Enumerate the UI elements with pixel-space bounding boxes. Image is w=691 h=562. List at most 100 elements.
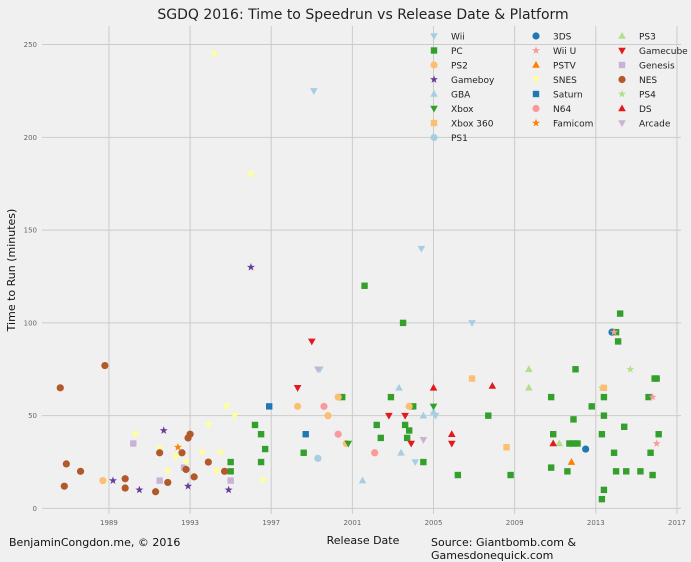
y-tick-label: 0 bbox=[33, 505, 37, 513]
legend-label-pc: PC bbox=[451, 47, 463, 57]
point-pc bbox=[257, 458, 265, 466]
point-nes bbox=[186, 430, 194, 438]
point-wii bbox=[468, 320, 476, 327]
x-tick-label: 1993 bbox=[181, 519, 199, 527]
point-pc bbox=[550, 431, 557, 438]
legend-label-ps2: PS2 bbox=[451, 61, 468, 71]
point-pc bbox=[600, 393, 608, 401]
x-tick-labels: 1989 1993 1997 2001 2005 2009 2013 2017 bbox=[100, 519, 686, 527]
point-gameboy bbox=[246, 263, 255, 271]
legend-marker-n64 bbox=[532, 104, 540, 113]
x-axis-label: Release Date bbox=[327, 534, 400, 547]
legend-label-wii-u: Wii U bbox=[553, 47, 576, 57]
legend-label-n64: N64 bbox=[553, 105, 571, 115]
point-snes bbox=[230, 412, 239, 420]
point-gameboy bbox=[224, 485, 233, 494]
point-nes bbox=[101, 361, 109, 370]
point-pc bbox=[410, 403, 417, 410]
y-tick-label: 50 bbox=[28, 412, 37, 420]
legend-marker-xbox-360 bbox=[430, 119, 438, 127]
point-xbox bbox=[429, 403, 438, 411]
point-pc bbox=[300, 449, 307, 456]
point-ps4 bbox=[626, 365, 635, 373]
point-wii-u bbox=[648, 392, 657, 401]
point-pc bbox=[361, 282, 368, 289]
point-famicom bbox=[173, 443, 182, 451]
point-gba bbox=[419, 411, 428, 419]
point-gamecube bbox=[293, 385, 302, 392]
point-pc bbox=[612, 468, 620, 475]
point-pc bbox=[399, 319, 407, 327]
point-pc bbox=[600, 486, 608, 494]
point-gameboy bbox=[184, 481, 193, 490]
point-pc bbox=[377, 434, 384, 442]
point-pc bbox=[574, 440, 581, 447]
point-pc bbox=[420, 458, 427, 466]
point-pc bbox=[616, 310, 624, 317]
legend-label-gameboy: Gameboy bbox=[451, 76, 495, 86]
point-gba bbox=[429, 407, 438, 415]
point-nes bbox=[204, 458, 212, 466]
point-pc bbox=[261, 445, 269, 453]
point-nes bbox=[121, 475, 129, 483]
legend-marker-pc bbox=[430, 47, 438, 54]
legend-marker-ps3 bbox=[618, 32, 626, 39]
point-ps3 bbox=[555, 439, 564, 447]
point-n64 bbox=[334, 430, 342, 438]
legend-marker-wii-u bbox=[532, 46, 540, 54]
point-snes bbox=[163, 468, 172, 476]
point-snes bbox=[204, 422, 213, 429]
legend-marker-nes bbox=[618, 75, 626, 84]
legend-marker-gamecube bbox=[618, 47, 626, 55]
point-xbox-360 bbox=[468, 375, 476, 382]
point-ds bbox=[429, 383, 438, 391]
plot-background bbox=[42, 26, 681, 514]
legend-marker-wii bbox=[430, 33, 438, 40]
point-snes bbox=[172, 453, 180, 461]
footer-credit: BenjaminCongdon.me, © 2016 bbox=[9, 536, 181, 549]
legend-marker-ps2 bbox=[430, 61, 438, 69]
point-snes bbox=[247, 171, 255, 179]
legend-label-xbox-360: Xbox 360 bbox=[451, 119, 494, 129]
point-nes bbox=[178, 449, 186, 457]
legend-marker-saturn bbox=[532, 90, 540, 98]
point-genesis bbox=[156, 477, 163, 484]
point-gamecube bbox=[407, 440, 415, 448]
point-genesis bbox=[130, 440, 137, 447]
x-tick-label: 2001 bbox=[343, 519, 361, 527]
legend-marker-snes bbox=[532, 76, 540, 84]
legend: Wii 3DS PS3 PC Wii U Gamecube PS2 PSTV Genesis Ga… bbox=[430, 32, 688, 144]
legend-label-wii: Wii bbox=[451, 32, 465, 42]
point-wii bbox=[417, 245, 426, 253]
legend-label-gamecube: Gamecube bbox=[639, 47, 688, 57]
point-pc bbox=[653, 375, 660, 382]
point-pc bbox=[623, 468, 630, 475]
legend-label-saturn: Saturn bbox=[553, 90, 583, 100]
point-pc bbox=[507, 471, 514, 479]
y-tick-labels: 0 50 100 150 200 250 bbox=[24, 41, 37, 513]
x-tick-label: 1997 bbox=[262, 519, 280, 527]
point-pc bbox=[373, 421, 380, 429]
point-nes bbox=[62, 460, 70, 468]
point-pc bbox=[649, 471, 656, 479]
point-arcade bbox=[419, 436, 428, 444]
legend-marker-gba bbox=[430, 90, 438, 97]
point-pc bbox=[251, 421, 259, 429]
point-gba bbox=[397, 448, 405, 456]
point-xbox bbox=[344, 440, 353, 448]
point-nes bbox=[152, 488, 160, 496]
point-ps2 bbox=[334, 393, 342, 401]
legend-marker-3ds bbox=[532, 32, 540, 40]
legend-label-ps3: PS3 bbox=[639, 32, 656, 42]
point-nes bbox=[190, 473, 198, 481]
chart-title: SGDQ 2016: Time to Speedrun vs Release D… bbox=[157, 7, 568, 23]
point-gamecube bbox=[401, 412, 409, 420]
point-ps2 bbox=[294, 402, 302, 410]
legend-label-ps1: PS1 bbox=[451, 134, 468, 144]
point-pc bbox=[655, 431, 662, 438]
data-points bbox=[56, 51, 662, 503]
legend-label-ps4: PS4 bbox=[639, 90, 656, 100]
point-pstv bbox=[567, 458, 576, 465]
x-tick-label: 2017 bbox=[668, 519, 686, 527]
